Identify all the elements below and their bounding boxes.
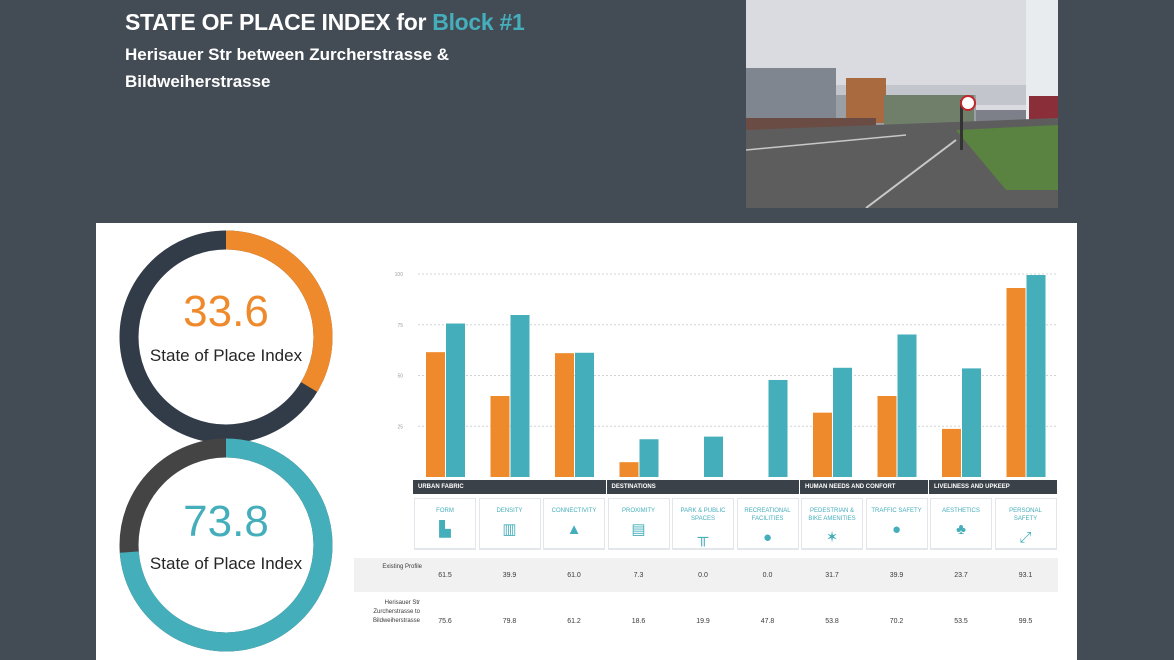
ball-icon: ● (762, 529, 773, 546)
existing-value: 0.0 (698, 572, 708, 579)
dimension-label: AESTHETICS (942, 508, 980, 514)
bar-existing-aesthetics (942, 428, 961, 477)
block-value: 61.2 (567, 618, 581, 625)
existing-value: 61.0 (567, 572, 581, 579)
bar-chart: 100 75 50 25 (395, 272, 1058, 477)
dimension-label: PARK & PUBLIC SPACES (680, 508, 726, 522)
block-value: 18.6 (631, 618, 646, 625)
dimension-cell: PERSONAL SAFETY ⤢ (994, 498, 1057, 550)
block-row-label: Herisauer Str Zurcherstrasse to Bildweih… (372, 600, 420, 624)
tree-icon: ♣ (956, 521, 966, 538)
page-subtitle: Herisauer Str between Zurcherstrasse & B… (125, 45, 450, 91)
dimension-cell: PROXIMITY ▤ (607, 498, 670, 550)
street-photo (746, 0, 1058, 208)
bar-block-form (446, 323, 465, 477)
building-icon: ▙ (439, 521, 451, 538)
bar-block-aesthetics (962, 368, 981, 477)
bar-existing-traffic-safety (877, 396, 897, 477)
block-value: 53.5 (954, 618, 968, 625)
y-tick-label: 25 (397, 424, 403, 430)
bar-block-personal-safety (1026, 275, 1046, 477)
flashlight-icon: ⤢ (1019, 529, 1032, 546)
dimension-label: DENSITY (496, 508, 523, 514)
group-label-3: LIVELINESS AND UPKEEP (929, 480, 1057, 494)
block-value: 79.8 (502, 618, 517, 625)
existing-value: 39.9 (502, 572, 517, 579)
dimension-cell: TRAFFIC SAFETY ● (865, 498, 928, 550)
donut-charts (119, 230, 333, 652)
bar-existing-pedestrian-bike-amenities (813, 412, 832, 477)
dimension-cell: PARK & PUBLIC SPACES ╥ (672, 498, 734, 550)
street-photo-drawing (746, 0, 1058, 208)
dimension-cell: PEDESTRIAN & BIKE AMENITIES ✶ (801, 498, 863, 550)
block-label: Block #1 (432, 9, 525, 35)
pedestrian-icon: ✶ (825, 529, 839, 546)
dimension-label: PERSONAL SAFETY (1009, 508, 1042, 522)
dimension-label: RECREATIONAL FACILITIES (744, 508, 791, 522)
bar-block-connectivity (575, 352, 594, 477)
existing-row-bg (354, 558, 1058, 592)
block-value: 19.9 (696, 618, 710, 625)
block-value: 70.2 (889, 618, 904, 625)
existing-value: 61.5 (438, 572, 452, 579)
block-value: 47.8 (760, 618, 775, 625)
group-label-1: DESTINATIONS (606, 480, 799, 494)
bar-block-traffic-safety (897, 334, 917, 477)
existing-score-label: State of Place Index (149, 346, 303, 365)
dimension-label: FORM (436, 508, 454, 514)
road-icon: ▲ (566, 521, 582, 538)
bar-existing-form (426, 352, 445, 477)
bar-block-park-public-spaces (704, 436, 723, 477)
dimension-cell: AESTHETICS ♣ (930, 498, 992, 550)
existing-value: 7.3 (633, 572, 644, 579)
group-label-2: HUMAN NEEDS AND CONFORT (800, 480, 928, 494)
bar-existing-connectivity (555, 353, 574, 477)
existing-value: 39.9 (889, 572, 904, 579)
dimension-label: CONNECTIVITY (551, 508, 597, 514)
existing-value: 93.1 (1018, 572, 1033, 579)
dimension-cell: RECREATIONAL FACILITIES ● (736, 498, 799, 550)
group-label-0: URBAN FABRIC (413, 480, 606, 494)
bench-icon: ╥ (697, 529, 709, 546)
y-tick-label: 75 (397, 323, 403, 329)
dimension-label: PEDESTRIAN & BIKE AMENITIES (808, 508, 856, 522)
bar-existing-personal-safety (1006, 288, 1026, 477)
existing-row-label: Existing Profile (382, 564, 422, 570)
existing-value: 0.0 (762, 572, 773, 579)
bar-block-proximity (639, 439, 659, 477)
y-tick-label: 50 (397, 374, 403, 380)
dimension-cell: DENSITY ▥ (478, 498, 541, 550)
existing-value: 23.7 (954, 572, 968, 579)
bar-block-recreational-facilities (768, 379, 788, 477)
dimension-label: PROXIMITY (621, 508, 655, 514)
y-tick-label: 100 (395, 272, 404, 278)
page-title: STATE OF PLACE INDEX for Block #1 (125, 9, 525, 36)
block-score-value: 73.8 (183, 497, 269, 546)
block-value: 53.8 (825, 618, 839, 625)
store-icon: ▤ (631, 521, 646, 538)
traffic-icon: ● (891, 521, 902, 538)
page-title-prefix: STATE OF PLACE INDEX for (125, 9, 433, 35)
bar-block-pedestrian-bike-amenities (833, 367, 852, 477)
block-value: 99.5 (1018, 618, 1033, 625)
bar-existing-proximity (619, 462, 639, 477)
block-value: 75.6 (438, 618, 452, 625)
dimension-cell: FORM ▙ (414, 498, 476, 550)
dimension-cell: CONNECTIVITY ▲ (543, 498, 605, 550)
bar-existing-density (490, 396, 510, 477)
donut-block-arc (119, 438, 333, 652)
donut-block (119, 438, 333, 652)
donut-existing-arc (119, 230, 333, 444)
existing-score-value: 33.6 (183, 287, 269, 336)
block-score-label: State of Place Index (149, 554, 303, 573)
dimension-label: TRAFFIC SAFETY (871, 508, 922, 514)
donut-existing (119, 230, 333, 444)
existing-value: 31.7 (825, 572, 839, 579)
bar-block-density (510, 315, 530, 477)
index-panel: 33.6 State of Place Index 73.8 State of … (96, 223, 1077, 660)
density-icon: ▥ (502, 521, 517, 538)
